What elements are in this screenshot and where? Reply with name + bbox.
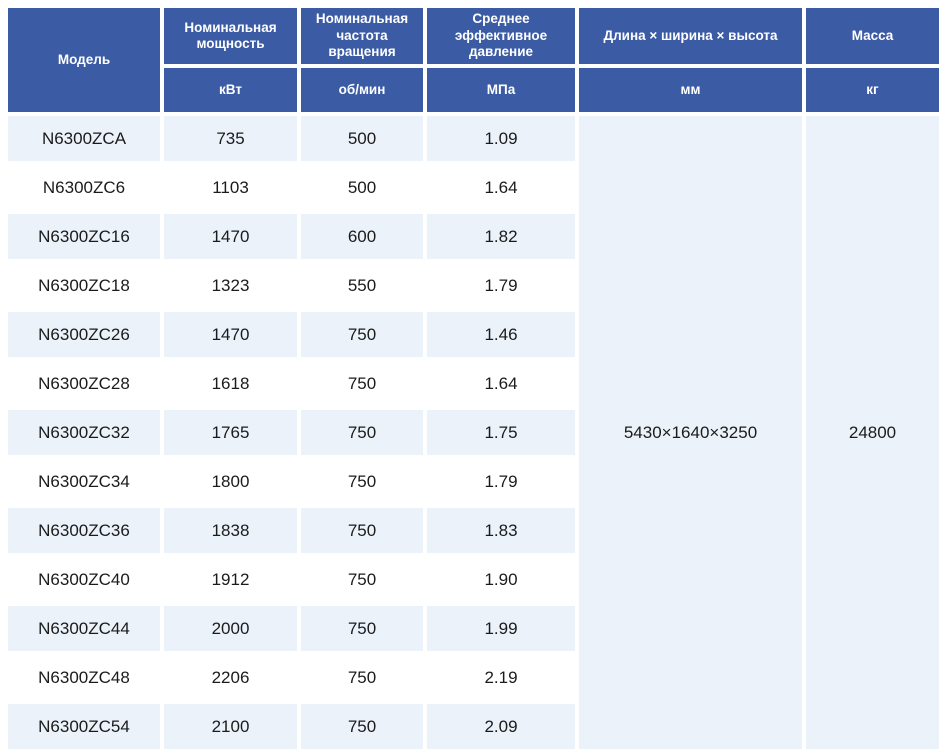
dimensions-cell: 5430×1640×3250 xyxy=(579,116,802,749)
model-cell: N6300ZC26 xyxy=(8,312,160,357)
header-row-labels: Модель Номинальная мощность Номинальная … xyxy=(8,8,939,112)
col-header-mass: Масса xyxy=(806,8,939,64)
col-header-model: Модель xyxy=(8,8,160,112)
header-row-units: кВт об/мин МПа мм кг xyxy=(8,68,939,112)
model-cell: N6300ZC44 xyxy=(8,606,160,651)
unit-speed: об/мин xyxy=(301,68,423,112)
power-cell: 1618 xyxy=(164,361,297,406)
col-header-speed: Номинальная частота вращения xyxy=(301,8,423,64)
pressure-cell: 2.09 xyxy=(427,704,575,749)
pressure-cell: 1.83 xyxy=(427,508,575,553)
pressure-cell: 1.79 xyxy=(427,263,575,308)
model-cell: N6300ZC54 xyxy=(8,704,160,749)
unit-pressure: МПа xyxy=(427,68,575,112)
pressure-cell: 2.19 xyxy=(427,655,575,700)
table-body: N6300ZCA 735 500 1.09 5430×1640×3250 248… xyxy=(8,116,939,749)
model-cell: N6300ZC34 xyxy=(8,459,160,504)
power-cell: 1800 xyxy=(164,459,297,504)
power-cell: 1470 xyxy=(164,312,297,357)
table-row: N6300ZC54 2100 750 2.09 xyxy=(8,704,939,749)
table-row: N6300ZC16 1470 600 1.82 xyxy=(8,214,939,259)
power-cell: 2206 xyxy=(164,655,297,700)
table-row: N6300ZC26 1470 750 1.46 xyxy=(8,312,939,357)
unit-dimensions: мм xyxy=(579,68,802,112)
pressure-cell: 1.75 xyxy=(427,410,575,455)
pressure-cell: 1.64 xyxy=(427,361,575,406)
speed-cell: 750 xyxy=(301,655,423,700)
power-cell: 2000 xyxy=(164,606,297,651)
speed-cell: 500 xyxy=(301,165,423,210)
table-row: N6300ZC48 2206 750 2.19 xyxy=(8,655,939,700)
table-row: N6300ZC34 1800 750 1.79 xyxy=(8,459,939,504)
col-header-power: Номинальная мощность xyxy=(164,8,297,64)
pressure-cell: 1.90 xyxy=(427,557,575,602)
table-row: N6300ZC18 1323 550 1.79 xyxy=(8,263,939,308)
model-cell: N6300ZC16 xyxy=(8,214,160,259)
pressure-cell: 1.79 xyxy=(427,459,575,504)
model-cell: N6300ZC18 xyxy=(8,263,160,308)
speed-cell: 750 xyxy=(301,361,423,406)
speed-cell: 500 xyxy=(301,116,423,161)
speed-cell: 750 xyxy=(301,312,423,357)
mass-cell: 24800 xyxy=(806,116,939,749)
model-cell: N6300ZC40 xyxy=(8,557,160,602)
power-cell: 1470 xyxy=(164,214,297,259)
model-cell: N6300ZC48 xyxy=(8,655,160,700)
pressure-cell: 1.09 xyxy=(427,116,575,161)
power-cell: 1912 xyxy=(164,557,297,602)
table-row: N6300ZC44 2000 750 1.99 xyxy=(8,606,939,651)
pressure-cell: 1.64 xyxy=(427,165,575,210)
power-cell: 1323 xyxy=(164,263,297,308)
power-cell: 1838 xyxy=(164,508,297,553)
power-cell: 1103 xyxy=(164,165,297,210)
table-row: N6300ZC40 1912 750 1.90 xyxy=(8,557,939,602)
pressure-cell: 1.46 xyxy=(427,312,575,357)
col-header-dimensions: Длина × ширина × высота xyxy=(579,8,802,64)
power-cell: 2100 xyxy=(164,704,297,749)
speed-cell: 750 xyxy=(301,459,423,504)
model-cell: N6300ZC32 xyxy=(8,410,160,455)
speed-cell: 750 xyxy=(301,508,423,553)
speed-cell: 750 xyxy=(301,704,423,749)
unit-mass: кг xyxy=(806,68,939,112)
speed-cell: 750 xyxy=(301,410,423,455)
table-row: N6300ZCA 735 500 1.09 5430×1640×3250 248… xyxy=(8,116,939,749)
table-row: N6300ZC36 1838 750 1.83 xyxy=(8,508,939,553)
model-cell: N6300ZCA xyxy=(8,116,160,161)
table-row: N6300ZC32 1765 750 1.75 xyxy=(8,410,939,455)
power-cell: 1765 xyxy=(164,410,297,455)
model-cell: N6300ZC36 xyxy=(8,508,160,553)
col-header-pressure: Среднее эффективное давление xyxy=(427,8,575,64)
table-row: N6300ZC28 1618 750 1.64 xyxy=(8,361,939,406)
model-cell: N6300ZC6 xyxy=(8,165,160,210)
speed-cell: 750 xyxy=(301,606,423,651)
speed-cell: 750 xyxy=(301,557,423,602)
model-cell: N6300ZC28 xyxy=(8,361,160,406)
pressure-cell: 1.82 xyxy=(427,214,575,259)
engine-spec-table: Модель Номинальная мощность Номинальная … xyxy=(4,4,943,753)
table-row: N6300ZC6 1103 500 1.64 xyxy=(8,165,939,210)
speed-cell: 550 xyxy=(301,263,423,308)
pressure-cell: 1.99 xyxy=(427,606,575,651)
table-header: Модель Номинальная мощность Номинальная … xyxy=(8,8,939,112)
unit-power: кВт xyxy=(164,68,297,112)
speed-cell: 600 xyxy=(301,214,423,259)
power-cell: 735 xyxy=(164,116,297,161)
